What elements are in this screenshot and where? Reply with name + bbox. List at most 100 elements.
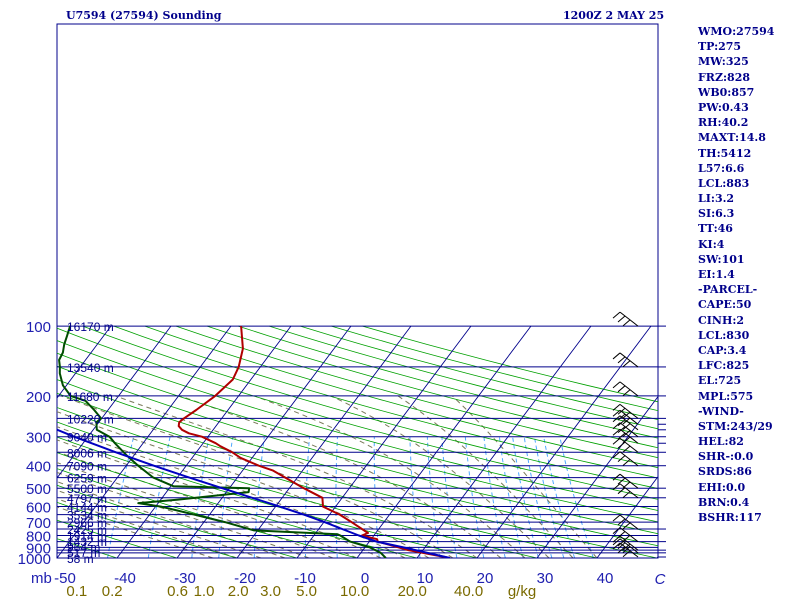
wind-barb-staff [619, 428, 639, 444]
wind-barb-flag [617, 426, 626, 434]
pressure-tick-label: 200 [26, 389, 51, 406]
moist-adiabat [254, 395, 526, 558]
sounding-index: LI:3.2 [698, 192, 735, 206]
pressure-tick-label: 700 [26, 515, 51, 532]
sounding-index: CAPE:50 [698, 298, 752, 312]
isotherm [296, 325, 472, 558]
sounding-indices-list: WMO:27594 TP:275 MW:325 FRZ:828 WB0:857 PW:0.… [698, 24, 774, 525]
mixing-ratio-label: 2.0 [228, 583, 249, 600]
sounding-time: 1200Z 2 MAY 25 [563, 9, 665, 22]
mixing-ratio-label: g/kg [508, 583, 536, 600]
wind-barb-staff [619, 542, 639, 558]
height-label: 8006 m [67, 446, 107, 460]
height-label: 16170 m [67, 320, 114, 334]
wind-barb-staff [619, 514, 639, 530]
sounding-index: TH:5412 [698, 146, 752, 160]
mixing-ratio-label: 40.0 [454, 583, 483, 600]
mixing-ratio-label: 3.0 [260, 583, 281, 600]
chart-background [56, 23, 659, 559]
wind-barb-staff [619, 473, 639, 489]
wind-barb-staff [619, 409, 639, 425]
wind-barb-staff [619, 535, 639, 551]
wind-barb-flag [617, 455, 626, 462]
wind-barb-flag [612, 422, 621, 430]
wind-barb-flag [612, 451, 621, 459]
sounding-index: CAP:3.4 [698, 343, 747, 357]
wind-barb-flag [612, 527, 621, 535]
dry-adiabat [57, 519, 179, 558]
dry-adiabat [57, 340, 658, 511]
height-label: 5500 m [67, 482, 107, 496]
sounding-index: EL:725 [698, 374, 742, 388]
dry-adiabat [57, 484, 299, 558]
wind-barb-flag [617, 356, 626, 364]
sounding-index: SHR-:0.0 [698, 450, 754, 464]
wind-barb [612, 415, 639, 431]
sounding-index: EHI:0.0 [698, 480, 746, 494]
wind-barb [612, 428, 639, 444]
moist-adiabat [397, 395, 574, 558]
plot-frame [56, 23, 659, 559]
height-label: 964 m [67, 540, 100, 554]
sounding-index: SRDS:86 [698, 465, 752, 479]
sounding-index: MW:325 [698, 55, 749, 69]
isotherm [57, 325, 172, 479]
isotherms [57, 325, 658, 558]
height-label: 13540 m [67, 361, 114, 375]
sounding-index: EI:1.4 [698, 268, 735, 281]
wind-barb [612, 352, 639, 368]
sounding-index: KI:4 [698, 237, 725, 251]
wind-barb-staff [619, 381, 639, 397]
temperature-tick-label: -20 [234, 570, 256, 587]
wind-barb-flag [622, 546, 631, 554]
wind-barb-flag [612, 311, 621, 319]
wind-barb-flag [617, 385, 626, 393]
height-label: 11680 m [67, 390, 113, 404]
wind-barb-staff [619, 352, 639, 368]
pressure-tick-label: 300 [26, 430, 51, 447]
wind-barb [612, 451, 639, 467]
mixing-ratio-label: 0.2 [102, 583, 123, 600]
wind-barb-flag [622, 319, 631, 327]
isotherm [176, 325, 352, 558]
wind-barb-staff [619, 403, 639, 419]
wind-barb-flag [622, 445, 631, 453]
wind-barb-flag [617, 539, 626, 547]
dry-adiabat [238, 325, 658, 439]
wind-barb-flag [622, 550, 631, 558]
wind-barb-flag [622, 423, 631, 430]
temperature-tick-label: -50 [54, 570, 76, 587]
isotherm [476, 325, 652, 558]
wind-barb [612, 311, 639, 327]
wind-barb-flag [612, 483, 621, 491]
wind-barb-flag [617, 546, 626, 554]
wind-barb [612, 538, 639, 554]
wind-barb-flag [612, 352, 621, 360]
wind-barb [612, 437, 639, 453]
wind-barb-flag [617, 487, 626, 495]
temperature-tick-label: 40 [597, 570, 614, 587]
pressure-tick-label: 400 [26, 459, 51, 476]
wind-barb-flag [612, 473, 621, 481]
wind-barb-flag [617, 518, 626, 526]
height-label: 2966 m [67, 516, 107, 530]
temperature-tick-label: 10 [417, 570, 434, 587]
mixing-ratio-label: 20.0 [398, 583, 427, 600]
temperature-line [177, 326, 451, 558]
sounding-profiles [57, 325, 451, 558]
dry-adiabat [144, 325, 658, 469]
wind-barb-flag [617, 477, 626, 485]
temperature-tick-label: 0 [361, 570, 369, 587]
sounding-index: -WIND- [698, 404, 744, 418]
sounding-index: WB0:857 [698, 85, 755, 99]
mixing-ratio-label: 0.1 [66, 583, 87, 600]
wind-barb-flag [612, 404, 621, 411]
isotherm [416, 325, 592, 558]
pressure-tick-label: 100 [26, 319, 51, 336]
wind-barb-flag [622, 522, 631, 530]
sounding-index: BRN:0.4 [698, 495, 750, 509]
dewpoint-line [58, 325, 387, 558]
dry-adiabat [57, 501, 239, 558]
temperature-tick-label: -40 [114, 570, 136, 587]
sounding-index: RH:40.2 [698, 116, 749, 130]
